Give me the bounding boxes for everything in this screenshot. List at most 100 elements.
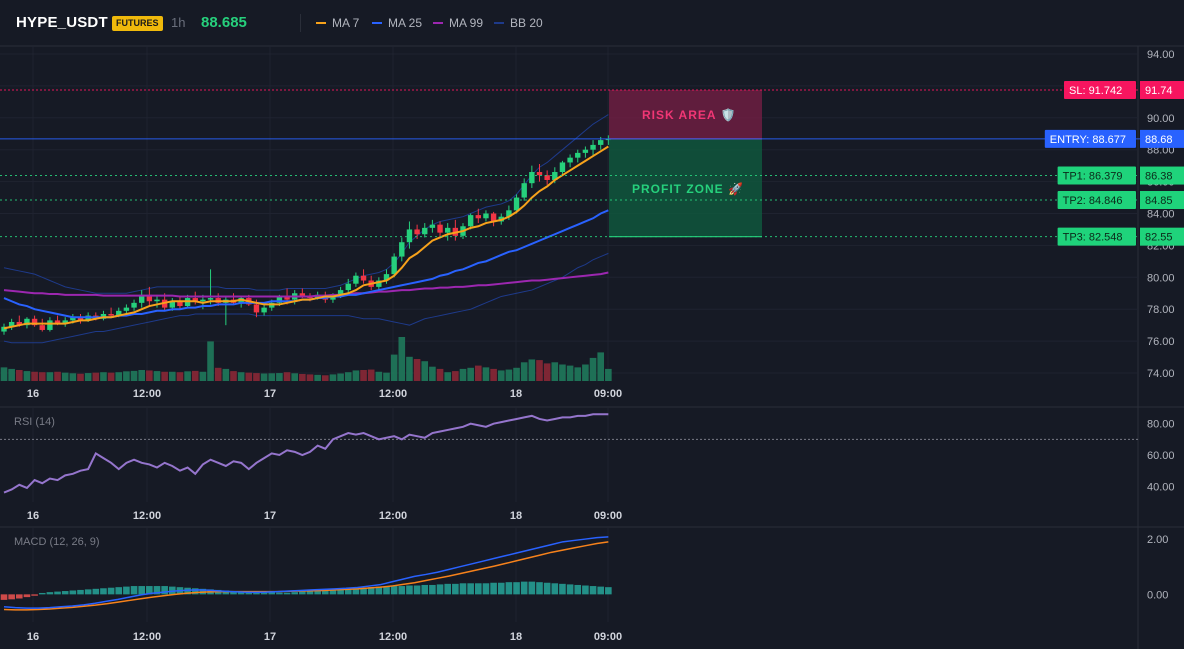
- macd-histogram-bar: [161, 586, 168, 595]
- macd-histogram-bar: [276, 592, 283, 595]
- price-tick-label: 78.00: [1147, 304, 1175, 316]
- volume-bar: [452, 371, 459, 381]
- ma99-swatch: [433, 22, 443, 24]
- candle-body: [200, 299, 206, 302]
- legend-ma25[interactable]: MA 25: [372, 16, 422, 30]
- time-axis-label: 12:00: [379, 388, 407, 400]
- candle-body: [77, 317, 84, 321]
- legend-bb20[interactable]: BB 20: [494, 16, 543, 30]
- macd-histogram-bar: [497, 582, 505, 595]
- volume-bar: [337, 373, 344, 381]
- macd-histogram-bar: [467, 583, 474, 595]
- volume-bar: [176, 372, 184, 381]
- candle-body: [116, 310, 122, 316]
- volume-bar: [283, 372, 291, 381]
- time-axis-label: 09:00: [594, 388, 622, 400]
- candle-body: [131, 302, 137, 308]
- candle-body: [345, 283, 351, 291]
- candle-body: [422, 227, 428, 235]
- candle-body: [123, 307, 130, 311]
- macd-histogram-bar: [138, 586, 145, 595]
- macd-histogram-bar: [322, 589, 329, 595]
- candle-body: [146, 294, 153, 302]
- macd-title: MACD (12, 26, 9): [14, 536, 100, 548]
- volume-bar: [597, 352, 604, 381]
- macd-histogram-bar: [337, 588, 344, 595]
- candle-body: [154, 299, 160, 302]
- legend-ma99[interactable]: MA 99: [433, 16, 483, 30]
- legend-ma7[interactable]: MA 7: [316, 16, 359, 30]
- volume-bar: [169, 371, 176, 381]
- macd-histogram-bar: [543, 582, 551, 595]
- macd-histogram-bar: [536, 582, 543, 595]
- bb20-swatch: [494, 22, 504, 24]
- candle-body: [399, 242, 405, 257]
- macd-histogram-bar: [268, 592, 276, 595]
- volume-bar: [115, 372, 123, 381]
- volume-bar: [314, 374, 321, 381]
- time-axis-label: 12:00: [133, 510, 161, 522]
- ma99-line: [3, 271, 609, 298]
- volume-bar: [398, 337, 406, 381]
- macd-histogram-bar: [459, 583, 467, 595]
- candle-body: [521, 183, 527, 198]
- volume-bar: [84, 373, 92, 381]
- volume-bar: [520, 362, 528, 381]
- symbol-title[interactable]: HYPE_USDT: [16, 14, 108, 31]
- candle-body: [513, 197, 520, 211]
- price-tick-label: 74.00: [1147, 368, 1175, 380]
- time-axis-label: 12:00: [133, 388, 161, 400]
- volume-bar: [513, 367, 520, 381]
- bb-lower-line: [3, 252, 609, 344]
- rsi-tick-label: 60.00: [1147, 450, 1175, 462]
- tp1-axis-value: 86.38: [1145, 171, 1173, 183]
- time-axis-label: 09:00: [594, 631, 622, 643]
- candle-body: [582, 149, 589, 153]
- candle-body: [337, 290, 344, 295]
- macd-histogram-bar: [299, 591, 306, 595]
- candle-body: [1, 326, 7, 332]
- candle-body: [590, 144, 596, 150]
- candle-body: [139, 294, 145, 303]
- macd-histogram-bar: [314, 590, 321, 595]
- timeframe-label[interactable]: 1h: [171, 15, 186, 30]
- macd-histogram-bar: [589, 586, 597, 595]
- volume-bar: [92, 372, 100, 381]
- macd-histogram-bar: [383, 586, 390, 595]
- macd-histogram-bar: [344, 588, 352, 595]
- volume-bar: [344, 372, 352, 381]
- macd-histogram-bar: [436, 584, 444, 595]
- macd-histogram-bar: [444, 583, 451, 595]
- candle-body: [544, 175, 550, 180]
- macd-histogram-bar: [520, 581, 528, 595]
- volume-bar: [16, 370, 23, 381]
- macd-histogram-bar: [16, 594, 23, 599]
- candle-body: [376, 280, 382, 287]
- tp2-level-tag: [1057, 191, 1136, 210]
- profit-zone-label: PROFIT ZONE 🚀: [632, 182, 744, 196]
- time-axis-label: 18: [510, 631, 522, 643]
- volume-bar: [528, 359, 536, 381]
- macd-histogram-bar: [31, 594, 38, 596]
- legend-ma7-label: MA 7: [332, 16, 360, 30]
- volume-bar: [383, 372, 390, 381]
- macd-histogram-bar: [61, 591, 69, 595]
- candle-body: [414, 229, 420, 235]
- macd-histogram-bar: [46, 592, 54, 595]
- sl-level-tag: [1064, 80, 1136, 99]
- volume-bar: [291, 373, 298, 381]
- candle-body: [31, 318, 38, 326]
- volume-bar: [230, 371, 237, 381]
- volume-bar: [253, 373, 260, 381]
- macd-histogram-bar: [153, 586, 161, 595]
- volume-bar: [367, 369, 375, 381]
- futures-badge: FUTURES: [112, 16, 163, 31]
- candle-body: [536, 172, 543, 176]
- time-axis-label: 12:00: [133, 631, 161, 643]
- volume-bar: [123, 371, 130, 381]
- macd-histogram-bar: [574, 584, 582, 595]
- tp3-level-tag: [1057, 227, 1136, 246]
- price-tick-label: 84.00: [1147, 209, 1175, 221]
- volume-bar: [107, 372, 115, 381]
